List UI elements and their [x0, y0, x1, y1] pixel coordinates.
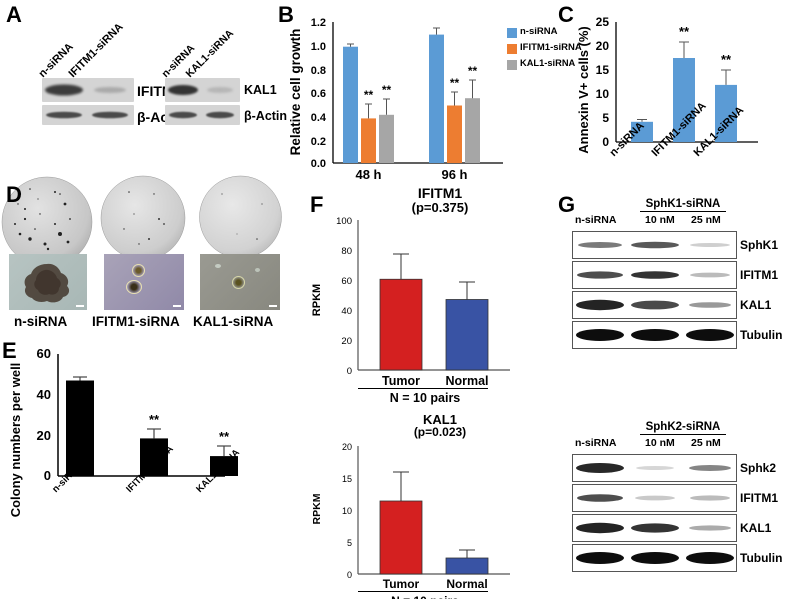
svg-text:**: **	[149, 412, 160, 427]
svg-text:Colony numbers per well: Colony numbers per well	[8, 363, 23, 518]
svg-text:0: 0	[602, 135, 609, 149]
svg-text:**: **	[721, 52, 732, 67]
svg-text:80: 80	[341, 246, 352, 257]
svg-text:10: 10	[596, 87, 610, 101]
svg-text:5: 5	[602, 111, 609, 125]
svg-text:**: **	[450, 76, 460, 90]
svg-text:60: 60	[341, 276, 352, 287]
svg-text:15: 15	[342, 474, 352, 484]
svg-text:Annexin V+ cells (%): Annexin V+ cells (%)	[576, 26, 591, 154]
svg-text:Relative cell growth: Relative cell growth	[288, 29, 303, 156]
svg-text:Normal: Normal	[446, 577, 487, 591]
svg-text:**: **	[219, 429, 230, 444]
svg-text:20: 20	[342, 442, 352, 452]
svg-text:20: 20	[37, 428, 51, 443]
svg-text:0: 0	[347, 366, 352, 377]
svg-text:RPKM: RPKM	[311, 493, 323, 524]
svg-text:RPKM: RPKM	[311, 284, 323, 316]
svg-text:25: 25	[596, 15, 610, 29]
svg-text:**: **	[468, 64, 478, 78]
svg-text:**: **	[382, 83, 392, 97]
svg-text:0.2: 0.2	[311, 136, 326, 148]
svg-text:10: 10	[342, 506, 352, 516]
svg-text:48 h: 48 h	[355, 167, 381, 182]
svg-text:0.6: 0.6	[311, 88, 326, 100]
svg-text:96 h: 96 h	[441, 167, 467, 182]
svg-text:Tumor: Tumor	[383, 577, 420, 591]
svg-text:0.4: 0.4	[311, 112, 327, 124]
svg-text:0: 0	[44, 468, 51, 483]
svg-text:20: 20	[341, 336, 352, 347]
svg-text:**: **	[364, 88, 374, 102]
svg-text:1.2: 1.2	[311, 17, 326, 29]
svg-text:0: 0	[347, 570, 352, 580]
svg-text:1.0: 1.0	[311, 41, 326, 53]
svg-text:Normal: Normal	[445, 374, 488, 388]
svg-text:0.8: 0.8	[311, 65, 326, 77]
svg-text:0.0: 0.0	[311, 158, 326, 170]
svg-text:Tumor: Tumor	[382, 374, 420, 388]
svg-text:15: 15	[596, 63, 610, 77]
svg-text:40: 40	[341, 306, 352, 317]
svg-text:5: 5	[347, 538, 352, 548]
svg-text:100: 100	[336, 216, 352, 227]
svg-text:60: 60	[37, 346, 51, 361]
svg-text:40: 40	[37, 387, 51, 402]
svg-text:**: **	[679, 24, 690, 39]
svg-text:20: 20	[596, 39, 610, 53]
